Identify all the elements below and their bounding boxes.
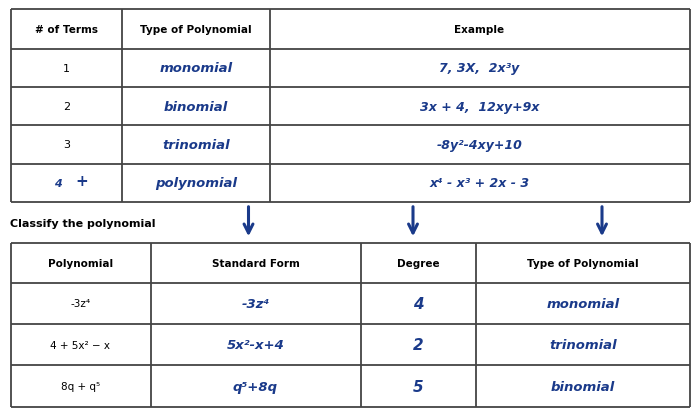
Text: monomial: monomial bbox=[160, 62, 232, 75]
Text: binomial: binomial bbox=[551, 380, 615, 393]
Text: 1: 1 bbox=[63, 64, 70, 74]
Text: 4: 4 bbox=[413, 296, 424, 311]
Text: 5: 5 bbox=[413, 379, 424, 394]
Text: 3x + 4,  12xy+9x: 3x + 4, 12xy+9x bbox=[420, 100, 539, 113]
Text: 2: 2 bbox=[413, 337, 424, 352]
Text: -3z⁴: -3z⁴ bbox=[71, 299, 90, 309]
Text: trinomial: trinomial bbox=[162, 139, 230, 152]
Text: -3z⁴: -3z⁴ bbox=[241, 297, 270, 310]
Text: -8y²-4xy+10: -8y²-4xy+10 bbox=[437, 139, 522, 152]
Text: q⁵+8q: q⁵+8q bbox=[233, 380, 278, 393]
Text: Example: Example bbox=[454, 25, 505, 35]
Text: 4 + 5x² − x: 4 + 5x² − x bbox=[50, 340, 111, 350]
Text: 8q + q⁵: 8q + q⁵ bbox=[61, 381, 100, 391]
Text: 4: 4 bbox=[54, 178, 62, 188]
Text: polynomial: polynomial bbox=[155, 177, 237, 190]
Text: trinomial: trinomial bbox=[549, 338, 617, 351]
Text: Degree: Degree bbox=[397, 258, 440, 268]
Text: Type of Polynomial: Type of Polynomial bbox=[527, 258, 638, 268]
Text: 7, 3X,  2x³y: 7, 3X, 2x³y bbox=[440, 62, 519, 75]
Text: Type of Polynomial: Type of Polynomial bbox=[140, 25, 252, 35]
Text: 2: 2 bbox=[63, 102, 70, 112]
Text: x⁴ - x³ + 2x - 3: x⁴ - x³ + 2x - 3 bbox=[429, 177, 530, 190]
Text: Standard Form: Standard Form bbox=[211, 258, 300, 268]
Text: +: + bbox=[76, 174, 88, 189]
Text: # of Terms: # of Terms bbox=[35, 25, 98, 35]
Text: Polynomial: Polynomial bbox=[48, 258, 113, 268]
Text: binomial: binomial bbox=[164, 100, 228, 113]
Text: 3: 3 bbox=[63, 140, 70, 150]
Text: monomial: monomial bbox=[546, 297, 620, 310]
Text: 5x²-x+4: 5x²-x+4 bbox=[227, 338, 284, 351]
Text: Classify the polynomial: Classify the polynomial bbox=[10, 218, 156, 228]
